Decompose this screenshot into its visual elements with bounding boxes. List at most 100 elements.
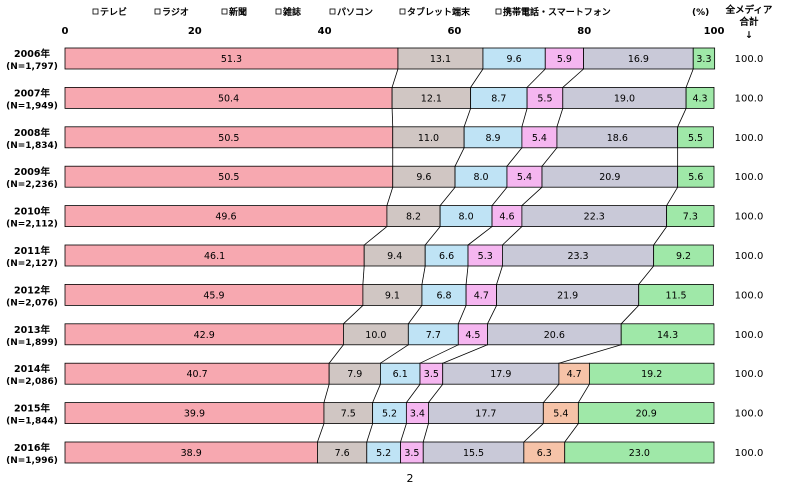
connector-line <box>406 383 421 403</box>
legend-swatch <box>221 8 228 15</box>
data-label: 3.3 <box>696 54 711 65</box>
bar-segment <box>685 87 715 109</box>
data-label: 19.0 <box>614 93 635 104</box>
data-label: 7.5 <box>341 409 356 420</box>
data-label: 15.5 <box>463 448 484 459</box>
connector-line <box>328 344 344 364</box>
data-label: 39.9 <box>184 409 205 420</box>
data-label: 11.5 <box>665 290 686 301</box>
data-label: 40.7 <box>186 369 207 380</box>
total-value: 100.0 <box>735 172 764 183</box>
connector-line <box>467 226 493 246</box>
connector-line <box>677 108 687 127</box>
connector-line <box>422 423 429 443</box>
data-label: 14.3 <box>657 330 678 341</box>
connector-line <box>363 226 388 246</box>
bar-segment <box>638 283 714 306</box>
bar-segment <box>588 362 715 385</box>
legend-label: ラジオ <box>162 7 189 18</box>
connector-line <box>439 186 456 206</box>
connector-line <box>421 265 426 285</box>
connector-line <box>457 305 467 324</box>
connector-line <box>523 423 544 443</box>
connector-line <box>391 108 394 127</box>
data-label: 6.3 <box>537 448 552 459</box>
totals-header-line1: 全メディア <box>725 4 773 16</box>
data-label: 7.9 <box>347 369 362 380</box>
total-value: 100.0 <box>735 290 764 301</box>
data-label: 8.7 <box>491 93 506 104</box>
category-year-label: 2006年 <box>14 48 50 60</box>
category-year-label: 2014年 <box>14 363 50 375</box>
connector-line <box>372 384 381 403</box>
connector-line <box>541 147 558 167</box>
category-year-label: 2016年 <box>14 442 50 454</box>
data-label: 23.0 <box>629 448 650 459</box>
data-label: 5.6 <box>688 172 703 183</box>
connector-line <box>578 383 590 403</box>
category-year-label: 2012年 <box>14 284 50 296</box>
total-value: 100.0 <box>735 330 764 341</box>
data-label: 21.9 <box>557 290 578 301</box>
data-label: 5.2 <box>376 448 391 459</box>
category-n-label: (N=2,076) <box>6 298 58 308</box>
category-year-label: 2007年 <box>14 87 50 99</box>
bar-segment <box>666 205 715 228</box>
legend-label: テレビ <box>100 6 127 18</box>
data-label: 9.6 <box>416 172 431 183</box>
connector-line <box>620 305 640 325</box>
connector-line <box>543 383 560 403</box>
data-label: 7.6 <box>335 448 350 459</box>
category-n-label: (N=2,086) <box>6 377 58 387</box>
x-tick-label: 100 <box>704 26 725 37</box>
connector-line <box>428 383 444 403</box>
category-n-label: (N=1,996) <box>6 456 58 466</box>
bar-segment <box>564 441 715 464</box>
x-tick-label: 40 <box>318 26 332 37</box>
connector-line <box>407 305 423 325</box>
data-label: 50.4 <box>218 93 239 104</box>
connector-line <box>666 186 678 206</box>
data-label: 6.1 <box>393 369 408 380</box>
legend-label: 雑誌 <box>282 6 301 18</box>
data-label: 8.9 <box>485 133 500 144</box>
connector-line <box>685 68 694 88</box>
totals-header-line2: 合計 <box>739 16 759 28</box>
data-label: 6.6 <box>439 251 454 262</box>
category-year-label: 2011年 <box>14 245 50 257</box>
data-label: 7.7 <box>426 330 441 341</box>
connector-line <box>558 344 622 364</box>
connector-line <box>506 147 523 167</box>
data-label: 22.3 <box>584 212 605 223</box>
data-label: 4.7 <box>474 290 489 301</box>
data-label: 5.5 <box>688 133 703 144</box>
x-tick-label: 60 <box>447 26 461 37</box>
total-value: 100.0 <box>735 133 764 144</box>
data-label: 45.9 <box>203 290 224 301</box>
connector-line <box>465 265 469 285</box>
category-n-label: (N=1,797) <box>6 62 58 72</box>
data-label: 17.9 <box>490 369 511 380</box>
legend-label: 携帯電話・スマートフォン <box>503 6 611 18</box>
total-value: 100.0 <box>735 409 764 420</box>
category-n-label: (N=2,127) <box>6 259 58 269</box>
data-label: 3.5 <box>424 369 439 380</box>
connector-line <box>323 384 330 403</box>
bar-segment <box>692 47 716 70</box>
data-label: 9.2 <box>676 251 691 262</box>
connector-line <box>638 265 654 285</box>
data-label: 5.5 <box>537 93 552 104</box>
data-label: 10.0 <box>365 330 386 341</box>
connector-line <box>521 186 543 206</box>
total-value: 100.0 <box>735 251 764 262</box>
connector-line <box>380 344 409 364</box>
data-label: 5.4 <box>517 172 532 183</box>
bar-segment <box>653 244 714 267</box>
connector-line <box>564 423 579 443</box>
category-year-label: 2010年 <box>14 206 50 218</box>
connector-line <box>521 108 528 127</box>
connector-line <box>391 68 399 88</box>
legend-label: タブレット端末 <box>407 6 471 18</box>
category-year-label: 2009年 <box>14 166 50 178</box>
